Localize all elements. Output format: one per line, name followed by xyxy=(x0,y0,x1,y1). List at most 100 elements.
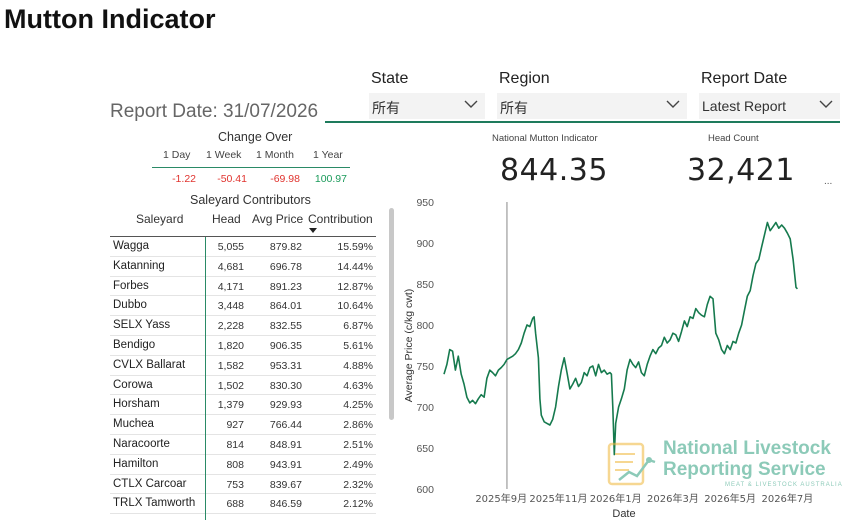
table-row[interactable]: Wagga 5,055 879.82 15.59% xyxy=(110,237,376,257)
avg-price-cell: 929.93 xyxy=(269,399,302,412)
change-over-header: 1 Year xyxy=(313,149,343,161)
report-date-slicer-label: Report Date xyxy=(701,70,788,87)
table-row[interactable]: Bendigo 1,820 906.35 5.61% xyxy=(110,336,376,356)
saleyard-cell: Corowa xyxy=(113,378,153,391)
x-tick-label: 2026年5月 xyxy=(704,492,756,505)
change-over-value: -1.22 xyxy=(172,173,196,185)
x-tick-label: 2026年3月 xyxy=(647,492,699,505)
nlrs-logo: National Livestock Reporting Service MEA… xyxy=(605,438,842,493)
saleyard-cell: CVLX Ballarat xyxy=(113,358,186,371)
head-count-card-value: 32,421 xyxy=(687,153,795,188)
avg-price-cell: 848.91 xyxy=(269,438,302,451)
table-header-divider xyxy=(110,236,376,237)
x-tick-label: 2026年7月 xyxy=(761,492,813,505)
indicator-card-value: 844.35 xyxy=(500,153,608,188)
table-scrollbar[interactable] xyxy=(389,208,394,420)
state-slicer-label: State xyxy=(371,70,409,87)
x-tick-label: 2025年9月 xyxy=(475,492,527,505)
contribution-cell: 12.87% xyxy=(337,280,373,293)
y-tick-label: 900 xyxy=(416,238,434,250)
saleyard-cell: Bendigo xyxy=(113,338,156,351)
avg-price-cell: 830.30 xyxy=(269,379,302,392)
chevron-down-icon xyxy=(666,100,680,108)
contribution-cell: 2.49% xyxy=(343,458,373,471)
state-slicer-value: 所有 xyxy=(372,100,400,116)
column-header-avg-price[interactable]: Avg Price xyxy=(252,212,304,226)
saleyard-cell: Katanning xyxy=(113,259,165,272)
change-over-divider xyxy=(152,167,350,168)
table-row[interactable]: SELX Yass 2,228 832.55 6.87% xyxy=(110,316,376,336)
avg-price-cell: 864.01 xyxy=(269,300,302,313)
avg-price-cell: 846.59 xyxy=(269,498,302,511)
x-axis-label: Date xyxy=(612,508,635,520)
table-row[interactable]: TRLX Tamworth 688 846.59 2.12% xyxy=(110,494,376,515)
report-date-text: Report Date: 31/07/2026 xyxy=(110,101,319,122)
head-cell: 1,502 xyxy=(217,379,244,392)
y-tick-label: 800 xyxy=(416,320,434,332)
contribution-cell: 4.63% xyxy=(343,379,373,392)
saleyard-contributors-title: Saleyard Contributors xyxy=(190,193,311,207)
head-cell: 688 xyxy=(226,498,244,511)
table-row[interactable]: CTLX Carcoar 753 839.67 2.32% xyxy=(110,475,376,495)
table-row[interactable]: Katanning 4,681 696.78 14.44% xyxy=(110,257,376,277)
saleyard-table: Wagga 5,055 879.82 15.59% Katanning 4,681 696.… xyxy=(110,237,376,515)
change-over-title: Change Over xyxy=(218,130,293,144)
y-tick-label: 750 xyxy=(416,361,434,373)
state-slicer[interactable]: 所有 xyxy=(369,93,485,119)
column-header-saleyard[interactable]: Saleyard xyxy=(136,212,184,226)
table-row[interactable]: Forbes 4,171 891.23 12.87% xyxy=(110,277,376,297)
head-cell: 1,582 xyxy=(217,359,244,372)
contribution-cell: 4.88% xyxy=(343,359,373,372)
table-row[interactable]: CVLX Ballarat 1,582 953.31 4.88% xyxy=(110,356,376,376)
chevron-down-icon xyxy=(819,100,833,108)
table-row[interactable]: Hamilton 808 943.91 2.49% xyxy=(110,455,376,475)
more-options-icon[interactable]: ... xyxy=(824,176,833,187)
table-row[interactable]: Naracoorte 814 848.91 2.51% xyxy=(110,435,376,455)
avg-price-cell: 832.55 xyxy=(269,320,302,333)
head-cell: 5,055 xyxy=(217,241,244,253)
change-over-value: 100.97 xyxy=(314,173,347,185)
avg-price-cell: 839.67 xyxy=(269,478,302,491)
head-cell: 4,681 xyxy=(217,260,244,273)
contribution-cell: 2.86% xyxy=(343,419,373,432)
saleyard-cell: SELX Yass xyxy=(113,319,171,332)
head-cell: 927 xyxy=(226,419,244,432)
change-over-header: 1 Day xyxy=(163,149,191,161)
table-row[interactable]: Corowa 1,502 830.30 4.63% xyxy=(110,376,376,396)
contribution-cell: 14.44% xyxy=(337,260,373,273)
series-line xyxy=(443,221,799,456)
contribution-cell: 2.32% xyxy=(343,478,373,491)
saleyard-cell: TRLX Tamworth xyxy=(113,497,196,510)
chevron-down-icon xyxy=(464,100,478,108)
head-cell: 3,448 xyxy=(217,300,244,313)
avg-price-cell: 906.35 xyxy=(269,339,302,352)
saleyard-cell: Naracoorte xyxy=(113,437,170,450)
table-row[interactable]: Horsham 1,379 929.93 4.25% xyxy=(110,395,376,416)
head-cell: 753 xyxy=(226,478,244,491)
slicer-divider xyxy=(325,121,840,123)
contribution-cell: 6.87% xyxy=(343,320,373,333)
contribution-cell: 4.25% xyxy=(343,399,373,412)
contribution-cell: 5.61% xyxy=(343,339,373,352)
y-axis-label: Average Price (c/kg cwt) xyxy=(403,289,415,403)
column-header-contribution[interactable]: Contribution xyxy=(308,212,373,226)
saleyard-cell: Dubbo xyxy=(113,299,147,312)
x-tick-label: 2025年11月 xyxy=(529,492,587,505)
contribution-cell: 10.64% xyxy=(337,300,373,313)
contribution-cell: 2.51% xyxy=(343,438,373,451)
table-column-divider xyxy=(205,237,206,520)
sort-descending-icon xyxy=(309,228,317,233)
region-slicer[interactable]: 所有 xyxy=(497,93,687,119)
x-tick-label: 2026年1月 xyxy=(590,492,642,505)
table-row[interactable]: Muchea 927 766.44 2.86% xyxy=(110,415,376,435)
head-cell: 1,820 xyxy=(217,339,244,352)
report-date-slicer[interactable]: Latest Report xyxy=(699,93,840,119)
table-row[interactable]: Dubbo 3,448 864.01 10.64% xyxy=(110,296,376,317)
y-tick-label: 950 xyxy=(416,197,434,209)
nlrs-chart-logo-icon xyxy=(607,442,656,486)
logo-text-line1: National Livestock xyxy=(663,438,831,459)
y-tick-label: 700 xyxy=(416,402,434,414)
column-header-head[interactable]: Head xyxy=(212,212,241,226)
logo-text-line2: Reporting Service xyxy=(663,459,826,480)
page-title: Mutton Indicator xyxy=(4,4,216,34)
